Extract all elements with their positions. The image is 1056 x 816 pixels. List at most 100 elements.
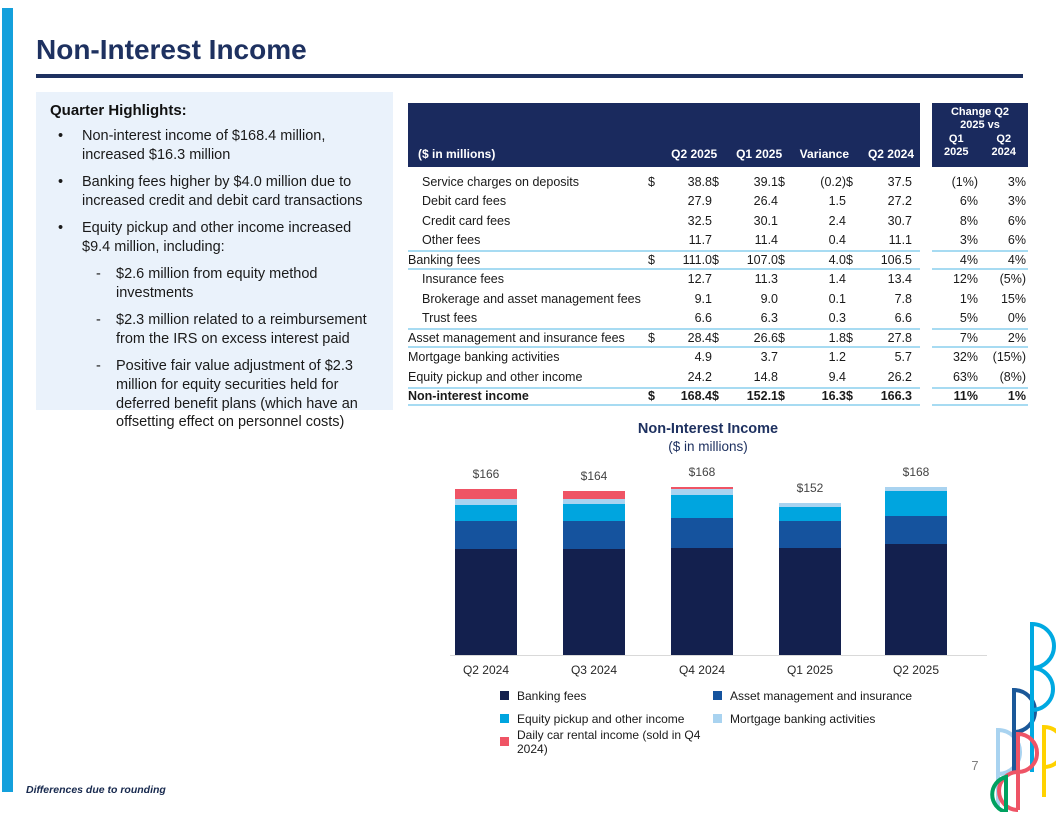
legend-swatch [713,714,722,723]
bullet-marker: • [58,220,64,237]
bar-value-label: $164 [580,469,608,483]
bullet-marker: - [96,358,101,375]
category-label: Q2 2024 [462,663,510,677]
bar-value-label: $168 [688,465,716,479]
value-cell: 16.3 [821,389,846,404]
row-label: Brokerage and asset management fees [422,291,641,306]
value-cell: 152.1 [746,389,778,404]
legend-label: Asset management and insurance [730,688,913,703]
bar-segment [671,489,733,495]
row-label: Debit card fees [422,194,507,209]
change-cell: 6% [1007,233,1026,248]
footnote: Differences due to rounding [26,784,166,796]
change-cell: 1% [959,291,978,306]
row-label: Trust fees [422,311,478,326]
change-cell: 11% [953,389,978,404]
dollar-sign-cell: $ [712,252,719,267]
value-cell: 30.1 [753,213,778,228]
value-cell: 0.4 [828,233,846,248]
value-cell: 1.2 [828,350,846,365]
table-row: Asset management and insurance fees $28.4… [408,328,1028,348]
bar-value-label: $168 [902,464,930,479]
value-cell: 111.0 [682,252,712,267]
value-cell: 3.7 [760,350,778,365]
bar-q2-2025 [885,486,947,655]
row-label: Mortgage banking activities [408,350,560,365]
value-cell: 107.0 [746,252,778,267]
value-cell: 106.5 [880,252,912,267]
column-header-q2-2025: Q2 2025 [671,147,718,161]
bar-segment [779,521,841,548]
table-row: Mortgage banking activities 4.9 3.7 1.2 5.7 3… [408,348,1028,368]
change-cell: 63% [952,369,978,384]
value-cell: 0.1 [828,291,846,306]
table-row: Other fees 11.7 11.4 0.4 11.1 3% 6% [408,231,1028,251]
bar-segment [563,491,625,499]
change-cell: 2% [1007,330,1026,345]
legend-item: Banking fees [500,684,713,707]
highlight-bullet: • Equity pickup and other income increase… [48,219,381,256]
dollar-sign-cell: $ [648,389,655,404]
value-cell: 37.5 [887,174,912,189]
row-label: Insurance fees [422,272,504,287]
dollar-sign-cell: $ [846,389,853,404]
table-row: Service charges on deposits $38.8 $39.1 $ (0… [408,172,1028,192]
legend-label: Daily car rental income (sold in Q4 2024… [517,727,701,756]
value-cell: 9.1 [694,291,712,306]
change-cell: 3% [959,233,978,248]
chart-legend: Banking fees Asset management and insuran… [500,684,1030,756]
highlight-bullet: - $2.3 million related to a reimbursement… [48,311,381,348]
bullet-text: Non-interest income of $168.4 million, i… [82,128,326,163]
bar-q1-2025 [779,502,841,655]
value-cell: 11.3 [754,272,778,287]
plot-area: $166 Q2 2024 $164 Q3 2024 $168 Q4 2024 $152 Q1 … [450,464,987,677]
bar-q4-2024 [671,487,733,655]
row-label: Other fees [422,233,481,248]
value-cell: 24.2 [687,369,712,384]
row-label: Non-interest income [408,389,529,404]
value-cell: 32.5 [687,213,712,228]
bar-segment [563,549,625,655]
bullet-text: Equity pickup and other income increased… [82,220,352,255]
unit-label: ($ in millions) [418,147,496,161]
value-cell: 166.3 [880,389,912,404]
row-label: Asset management and insurance fees [408,330,625,345]
change-cell: 15% [1000,291,1026,306]
change-cell: 12% [952,272,978,287]
value-cell: 4.0 [828,252,846,267]
fee-table: ($ in millions) Q2 2025 Q1 2025 Variance… [408,103,1028,406]
bar-segment [885,515,947,544]
dollar-sign-cell: $ [846,252,853,267]
legend-item: Asset management and insurance [713,684,1030,707]
bullet-text: Positive fair value adjustment of $2.3 m… [116,358,358,431]
row-label: Banking fees [408,252,481,267]
category-label: Q3 2024 [570,663,618,677]
bullet-marker: • [58,128,64,144]
fee-table-header: ($ in millions) Q2 2025 Q1 2025 Variance… [408,103,1028,167]
change-header-line1: Change Q2 [950,106,1010,118]
bullet-text: $2.6 million from equity method investme… [116,266,318,301]
bar-segment [671,487,733,489]
bar-segment [455,520,517,549]
dollar-sign-cell: $ [846,174,853,189]
value-cell: 2.4 [828,213,846,228]
value-cell: 1.4 [828,272,846,287]
chart-title: Non-Interest Income [637,421,779,437]
table-row: Insurance fees 12.7 11.3 1.4 13.4 12% (5%) [408,270,1028,290]
logo-red-shape [997,731,1039,812]
change-cell: 6% [959,194,978,209]
popular-logo [990,621,1056,812]
bar-segment [671,495,733,518]
dollar-sign-cell: $ [712,330,719,345]
logo-cyan-shape [1030,621,1056,772]
chart-subtitle: ($ in millions) [668,439,748,454]
bullet-marker: • [58,174,64,191]
title-divider [36,74,1023,78]
row-label: Service charges on deposits [422,174,580,189]
change-cell: 4% [959,252,978,267]
table-row: Credit card fees 32.5 30.1 2.4 30.7 8% 6% [408,211,1028,231]
change-col2-header: Q2 2024 [991,132,1016,159]
bar-segment [671,518,733,548]
bar-segment [671,548,733,655]
dollar-sign-cell: $ [778,330,785,345]
